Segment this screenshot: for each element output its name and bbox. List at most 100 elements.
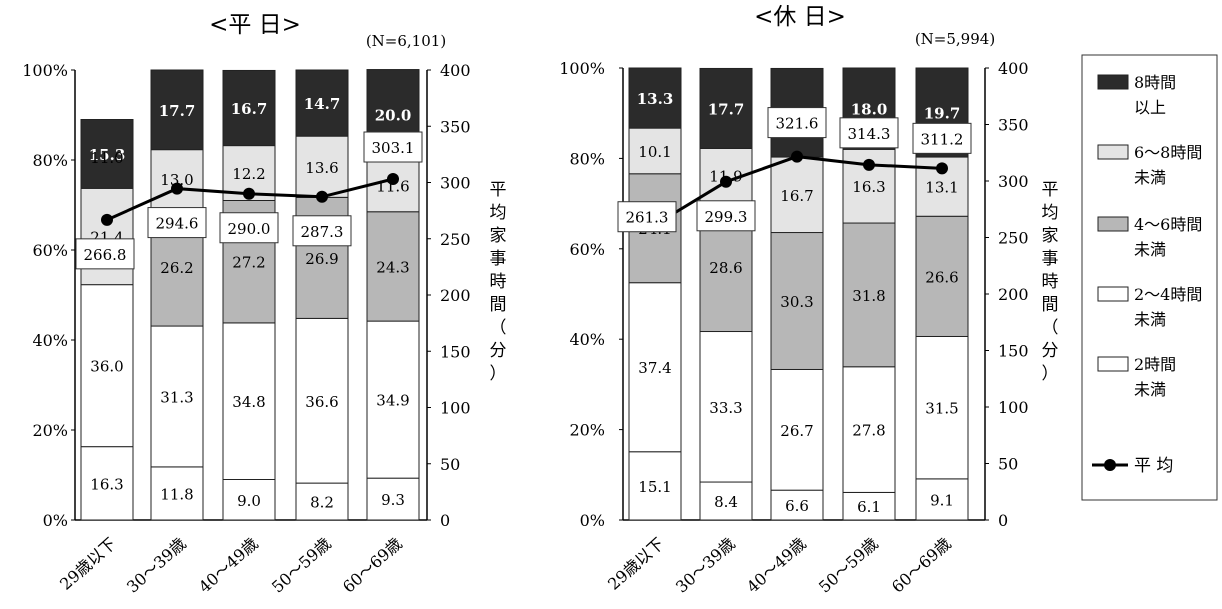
left-tick-label: 80% (32, 151, 68, 170)
bar-value-label: 17.7 (159, 102, 196, 120)
bar-value-label: 16.3 (852, 178, 885, 196)
bar-segment (366, 159, 420, 213)
x-tick-label: 30～39歳 (123, 534, 190, 597)
legend-label: 未満 (1134, 168, 1166, 187)
bar-value-label: 26.2 (160, 259, 193, 277)
right-axis-label-char: 平 (1042, 180, 1059, 200)
bar-segment (915, 335, 969, 480)
left-tick-label: 80% (569, 149, 605, 168)
right-tick-label: 350 (440, 117, 471, 136)
legend-border (1081, 54, 1218, 501)
average-point (316, 190, 328, 203)
chart-title: <休 日> (754, 4, 846, 30)
legend-label: 未満 (1134, 240, 1166, 259)
bar-value-label: 16.7 (231, 100, 268, 118)
bar-value-label: 9.3 (381, 491, 405, 509)
bar-value-label: 36.6 (305, 393, 338, 411)
bar-segment (842, 491, 896, 521)
legend-label: 平 均 (1134, 456, 1173, 476)
right-tick-label: 150 (440, 342, 471, 361)
average-value-box (839, 117, 899, 149)
right-tick-label: 150 (998, 342, 1029, 361)
legend-point-swatch (1104, 459, 1116, 471)
bar-value-label: 15.3 (89, 146, 126, 164)
legend-label: 4～6時間 (1134, 215, 1202, 234)
left-tick-label: 20% (32, 421, 68, 440)
average-point (720, 175, 732, 188)
legend-swatch (1097, 286, 1129, 302)
right-axis-label: 平均家事時間 （ 分 ） (1042, 180, 1059, 384)
average-value-label: 261.3 (626, 209, 669, 227)
right-tick-label: 100 (440, 399, 471, 418)
bar-value-label: 18.0 (851, 101, 888, 119)
right-tick-label: 300 (998, 172, 1029, 191)
weekday-chart-panel: <平 日> (N=6,101) 0% 20% 40% 60% 80% 100% 0 50 100 15… (22, 12, 506, 597)
bar-segment (295, 69, 349, 137)
right-tick-label: 200 (998, 285, 1029, 304)
left-tick-label: 0% (43, 511, 68, 530)
right-axis-label-char: 均 (490, 203, 507, 223)
bar-value-label: 37.4 (638, 359, 671, 377)
bar-segment (699, 481, 753, 521)
bar-value-label: 20.0 (375, 107, 412, 125)
bar-value-label: 30.3 (780, 293, 813, 311)
average-point (936, 162, 948, 175)
right-axis-label-char: ） (490, 364, 507, 384)
average-value-box (767, 107, 827, 139)
right-axis-label: 平均家事時間 （ 分 ） (490, 180, 507, 384)
legend-swatch (1097, 216, 1129, 232)
average-point (243, 187, 255, 200)
bar-value-label: 12.2 (232, 165, 265, 183)
bar-value-label: 10.1 (638, 143, 671, 161)
right-axis-label-char: 均 (1042, 203, 1059, 223)
bar-value-label: 28.6 (709, 259, 742, 277)
right-axis-label-char: 平 (490, 180, 507, 200)
x-tick-label: 29歳以下 (604, 534, 668, 594)
average-value-box (292, 215, 352, 247)
x-tick-label: 40～49歳 (195, 534, 262, 597)
bar-value-label: 19.7 (924, 105, 961, 123)
left-tick-label: 60% (32, 241, 68, 260)
x-tick-label: 50～59歳 (268, 534, 335, 597)
sample-size-label: (N=6,101) (366, 32, 446, 50)
x-tick-label: 50～59歳 (815, 534, 882, 597)
left-tick-label: 100% (22, 61, 68, 80)
bar-value-label: 31.8 (852, 287, 885, 305)
bar-segment (770, 156, 824, 234)
right-tick-label: 0 (998, 511, 1008, 530)
bar-segment (150, 466, 204, 521)
average-value-box (696, 200, 756, 232)
bar-value-label: 13.1 (925, 179, 958, 197)
average-value-label: 321.6 (776, 115, 819, 133)
sample-size-label: (N=5,994) (915, 30, 995, 48)
bar-value-label: 26.7 (780, 422, 813, 440)
bar-value-label: 27.8 (852, 422, 885, 440)
bar-value-label: 17.7 (708, 100, 745, 118)
bar-segment (222, 479, 276, 521)
average-value-label: 290.0 (228, 220, 271, 238)
x-tick-label: 60～69歳 (888, 534, 955, 597)
bar-value-label: 33.3 (709, 399, 742, 417)
average-value-label: 294.6 (156, 215, 199, 233)
bar-value-label: 31.3 (160, 388, 193, 406)
right-axis-label-char: 分 (1042, 341, 1059, 361)
bar-segment (150, 69, 204, 151)
left-tick-label: 40% (32, 331, 68, 350)
bar-segment (842, 366, 896, 493)
right-axis-label-char: 家 (490, 226, 507, 246)
bar-segment (366, 477, 420, 521)
bar-value-label: 14.7 (304, 95, 341, 113)
bar-value-label: 8.4 (714, 493, 738, 511)
right-axis-label-char: 事 (490, 249, 507, 269)
average-point (863, 158, 875, 171)
average-value-box (912, 122, 972, 154)
bar-segment (150, 149, 204, 209)
bar-segment (915, 478, 969, 521)
right-axis-label-char: ） (1042, 364, 1059, 384)
bar-segment (699, 331, 753, 483)
bar-segment (770, 489, 824, 521)
right-tick-label: 0 (440, 511, 450, 530)
average-point (101, 213, 113, 226)
x-tick-label: 30～39歳 (672, 534, 739, 597)
